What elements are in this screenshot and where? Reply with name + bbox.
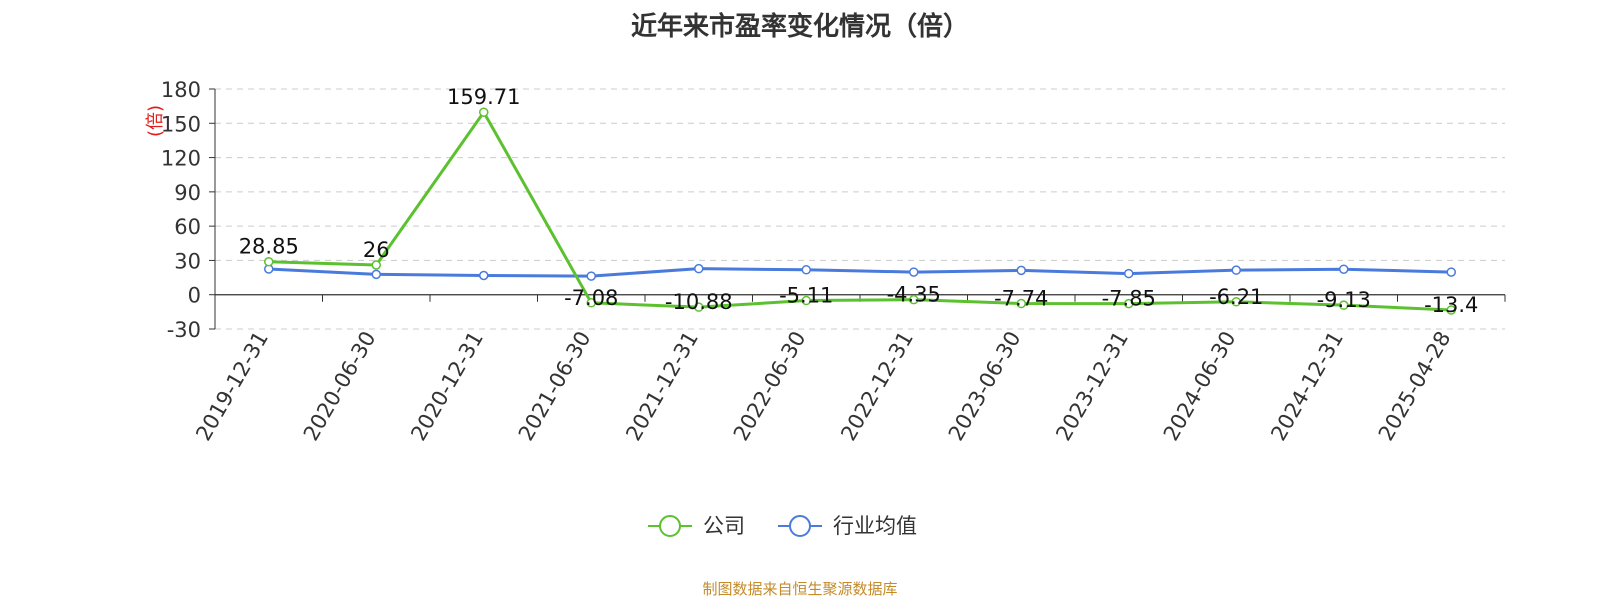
company-point — [1124, 298, 1134, 309]
industry-point — [371, 269, 381, 280]
company-point — [1231, 297, 1241, 307]
industry-point — [1446, 267, 1456, 277]
legend-label: 公司 — [703, 514, 745, 538]
y-tick-label: 120 — [161, 147, 201, 171]
chart-title: 近年来市盈率变化情况（倍） — [630, 12, 969, 42]
x-tick-label: 2022-12-31 — [836, 327, 918, 445]
industry-point — [1339, 264, 1349, 274]
company-point — [1446, 305, 1456, 315]
grid-lines — [215, 88, 1505, 330]
company-point — [1339, 300, 1349, 310]
industry-series-line — [268, 267, 1452, 278]
company-point — [694, 302, 704, 312]
industry-point — [909, 267, 919, 277]
y-tick-label: 180 — [161, 78, 201, 102]
industry-point — [1231, 265, 1241, 275]
x-tick-label: 2021-06-30 — [514, 327, 596, 445]
company-data-label: -7.08 — [564, 286, 618, 310]
industry-point — [1016, 265, 1026, 276]
x-tick-label: 2019-12-31 — [191, 327, 273, 445]
company-data-label: -7.74 — [994, 287, 1048, 311]
legend-label: 行业均值 — [833, 514, 917, 538]
legend-circle-icon — [789, 515, 811, 537]
y-tick-label: 90 — [174, 181, 201, 205]
company-point — [801, 295, 811, 306]
series — [264, 107, 1456, 315]
y-tick-label: 0 — [188, 284, 201, 308]
data-labels: 28.85 26 159.71 -7.08 -10.88 -5.11 -4.35 -7.74 -… — [239, 85, 1479, 317]
y-tick-label: 60 — [174, 215, 201, 239]
legend-company[interactable]: 公司 — [648, 514, 745, 538]
industry-point — [801, 265, 811, 275]
company-point — [1016, 298, 1026, 309]
industry-point — [1124, 268, 1134, 279]
company-point — [371, 260, 381, 270]
company-series-line — [268, 110, 1452, 312]
company-data-label: -4.35 — [887, 283, 941, 307]
company-point — [909, 294, 919, 305]
industry-point — [479, 270, 489, 281]
legend-circle-icon — [659, 515, 681, 537]
industry-point — [694, 263, 704, 274]
data-source-note: 制图数据来自恒生聚源数据库 — [702, 580, 898, 598]
x-tick-label: 2023-06-30 — [944, 327, 1026, 445]
pe-ratio-line-chart: 180 150 120 90 60 30 0 -30 (倍) 2019-12-31 2020-06-… — [145, 78, 1506, 538]
company-data-label: 159.71 — [447, 85, 520, 109]
y-tick-label: 150 — [161, 112, 201, 136]
company-point — [479, 107, 489, 117]
company-data-label: -9.13 — [1317, 288, 1371, 312]
x-tick-label: 2020-06-30 — [299, 327, 381, 445]
company-data-label: -7.85 — [1102, 287, 1156, 311]
x-tick-label: 2020-12-31 — [406, 327, 488, 445]
company-data-label: -6.21 — [1209, 285, 1263, 309]
company-data-label: -10.88 — [665, 290, 733, 314]
legend-industry[interactable]: 行业均值 — [778, 514, 917, 538]
legend: 公司 行业均值 — [648, 514, 917, 538]
company-data-label: -13.4 — [1424, 293, 1478, 317]
company-data-label: 28.85 — [239, 235, 299, 259]
x-tick-label: 2023-12-31 — [1051, 327, 1133, 445]
company-point — [586, 298, 596, 308]
x-tick-label: 2021-12-31 — [621, 327, 703, 445]
axes: 180 150 120 90 60 30 0 -30 (倍) 2019-12-31 2020-06-… — [145, 78, 1506, 445]
x-tick-label: 2024-06-30 — [1159, 327, 1241, 445]
y-tick-label: -30 — [167, 318, 201, 342]
company-point — [264, 256, 274, 267]
x-tick-label: 2025-04-28 — [1374, 327, 1456, 445]
y-axis-label: (倍) — [145, 105, 166, 137]
x-tick-label: 2024-12-31 — [1266, 327, 1348, 445]
company-data-label: 26 — [363, 238, 390, 262]
company-data-label: -5.11 — [779, 284, 833, 308]
x-tick-label: 2022-06-30 — [729, 327, 811, 445]
y-tick-label: 30 — [174, 249, 201, 273]
industry-point — [586, 271, 596, 281]
